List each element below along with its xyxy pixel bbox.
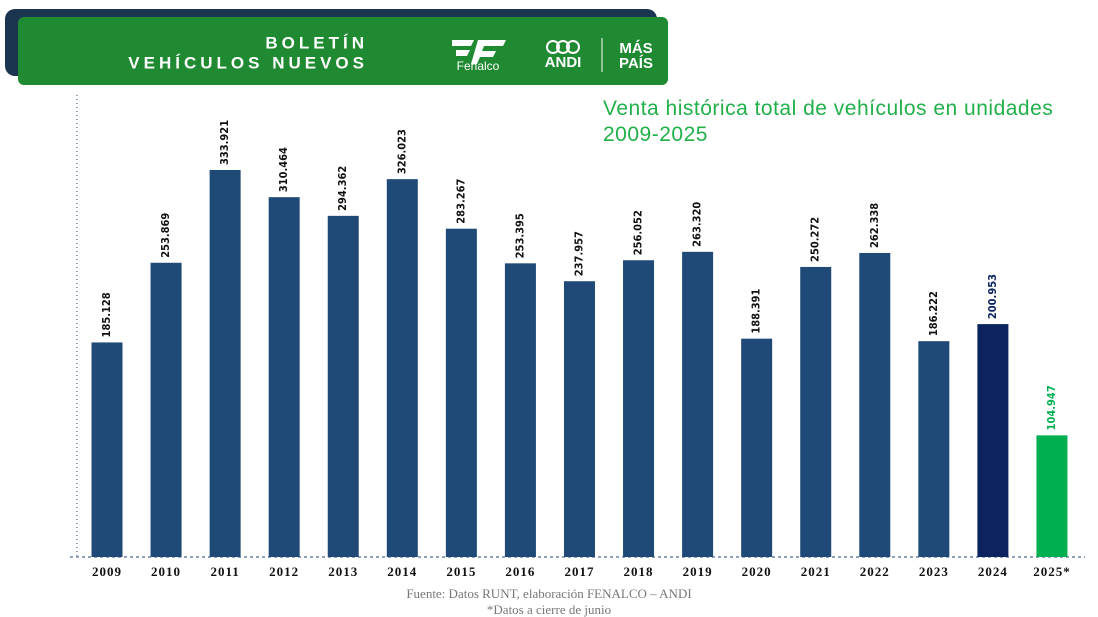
bar <box>682 251 714 558</box>
bar <box>150 262 182 557</box>
bar <box>1036 435 1068 557</box>
value-label: 256.052 <box>632 210 645 255</box>
andi-icon <box>566 40 580 54</box>
header-title: VEHÍCULOS NUEVOS <box>128 53 368 72</box>
bar <box>91 342 123 557</box>
x-tick-label: 2017 <box>564 564 594 579</box>
logo-text: MÁS <box>619 40 652 57</box>
bar <box>563 281 595 557</box>
header-banner <box>18 17 668 85</box>
value-label: 237.957 <box>572 231 585 276</box>
bar <box>918 341 950 557</box>
bar <box>445 228 477 557</box>
bar <box>800 266 832 557</box>
x-tick-label: 2018 <box>624 564 654 579</box>
value-label: 326.023 <box>395 129 408 174</box>
bar <box>741 338 773 557</box>
bar <box>977 324 1009 557</box>
value-label: 186.222 <box>927 291 940 336</box>
fenalco-icon <box>452 40 506 64</box>
bar <box>327 215 359 557</box>
value-label: 250.272 <box>809 217 822 262</box>
x-tick-label: 2015 <box>446 564 476 579</box>
x-tick-label: 2024 <box>978 564 1008 579</box>
value-label: 294.362 <box>336 166 349 211</box>
x-tick-label: 2020 <box>742 564 772 579</box>
bar <box>386 179 418 557</box>
value-label: 253.395 <box>513 213 526 258</box>
logo-text: Fenalco <box>457 59 500 73</box>
bar <box>859 252 891 557</box>
x-tick-label: 2016 <box>505 564 535 579</box>
x-tick-label: 2025* <box>1033 564 1071 579</box>
x-tick-label: 2022 <box>860 564 890 579</box>
value-label: 104.947 <box>1045 385 1058 430</box>
value-label: 333.921 <box>218 120 231 165</box>
value-label: 188.391 <box>750 288 763 333</box>
x-tick-label: 2013 <box>328 564 358 579</box>
x-tick-label: 2014 <box>387 564 417 579</box>
source: Fuente: Datos RUNT, elaboración FENALCO … <box>406 586 691 601</box>
bar <box>268 197 300 557</box>
bar <box>623 260 655 557</box>
value-label: 310.464 <box>277 147 290 192</box>
note: *Datos a cierre de junio <box>487 602 611 617</box>
bar <box>209 170 241 557</box>
x-tick-label: 2019 <box>683 564 713 579</box>
value-label: 200.953 <box>986 274 999 319</box>
bar <box>504 263 536 557</box>
value-label: 263.320 <box>691 202 704 247</box>
x-tick-label: 2010 <box>151 564 181 579</box>
chart-title: Venta histórica total de vehículos en un… <box>603 97 1054 146</box>
logo-text: ANDI <box>545 54 582 71</box>
value-label: 185.128 <box>100 292 113 337</box>
x-tick-label: 2021 <box>801 564 831 579</box>
value-label: 253.869 <box>159 213 172 258</box>
x-tick-label: 2009 <box>92 564 122 579</box>
x-tick-label: 2023 <box>919 564 949 579</box>
logo-text: PAÍS <box>619 55 653 72</box>
andi-icon <box>556 40 570 54</box>
value-label: 262.338 <box>868 203 881 248</box>
x-tick-label: 2012 <box>269 564 299 579</box>
value-label: 283.267 <box>454 179 467 224</box>
header-title: BOLETÍN <box>265 33 368 52</box>
andi-icon <box>546 40 560 54</box>
x-tick-label: 2011 <box>210 564 239 579</box>
